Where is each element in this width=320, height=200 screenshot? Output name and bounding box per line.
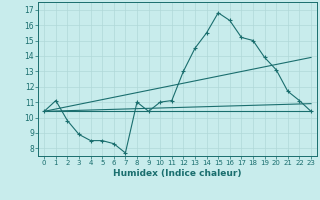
X-axis label: Humidex (Indice chaleur): Humidex (Indice chaleur) [113, 169, 242, 178]
